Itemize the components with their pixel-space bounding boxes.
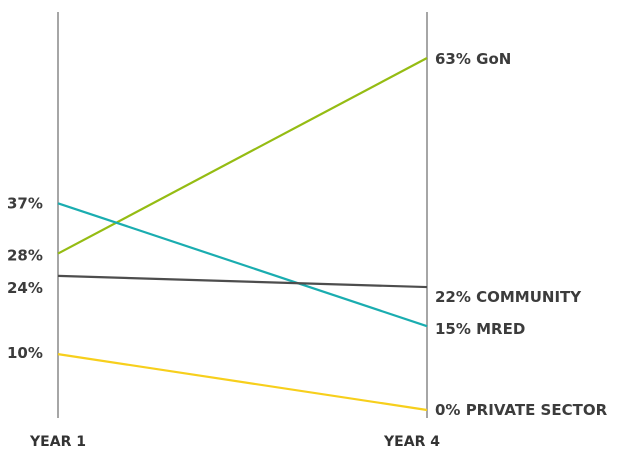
start-label-private-sector: 10% [7, 344, 43, 362]
series-line-gon [57, 57, 428, 255]
start-label-mred: 37% [7, 194, 43, 212]
start-label-community: 24% [7, 279, 43, 297]
series-line-private-sector [57, 353, 428, 412]
series-line-community [57, 274, 428, 289]
end-label-community: 22% COMMUNITY [435, 288, 582, 306]
series-lines [57, 57, 428, 412]
end-label-private-sector: 0% PRIVATE SECTOR [435, 401, 608, 419]
start-labels: 28% 37% 24% 10% [7, 194, 43, 362]
x-tick-label-year-1: YEAR 1 [29, 434, 86, 450]
end-label-mred: 15% MRED [435, 320, 525, 338]
series-line-mred [57, 202, 428, 328]
end-labels: 63% GoN 15% MRED 22% COMMUNITY 0% PRIVATE S… [435, 50, 608, 419]
end-label-gon: 63% GoN [435, 50, 511, 68]
x-tick-label-year-4: YEAR 4 [383, 434, 440, 450]
start-label-gon: 28% [7, 247, 43, 265]
